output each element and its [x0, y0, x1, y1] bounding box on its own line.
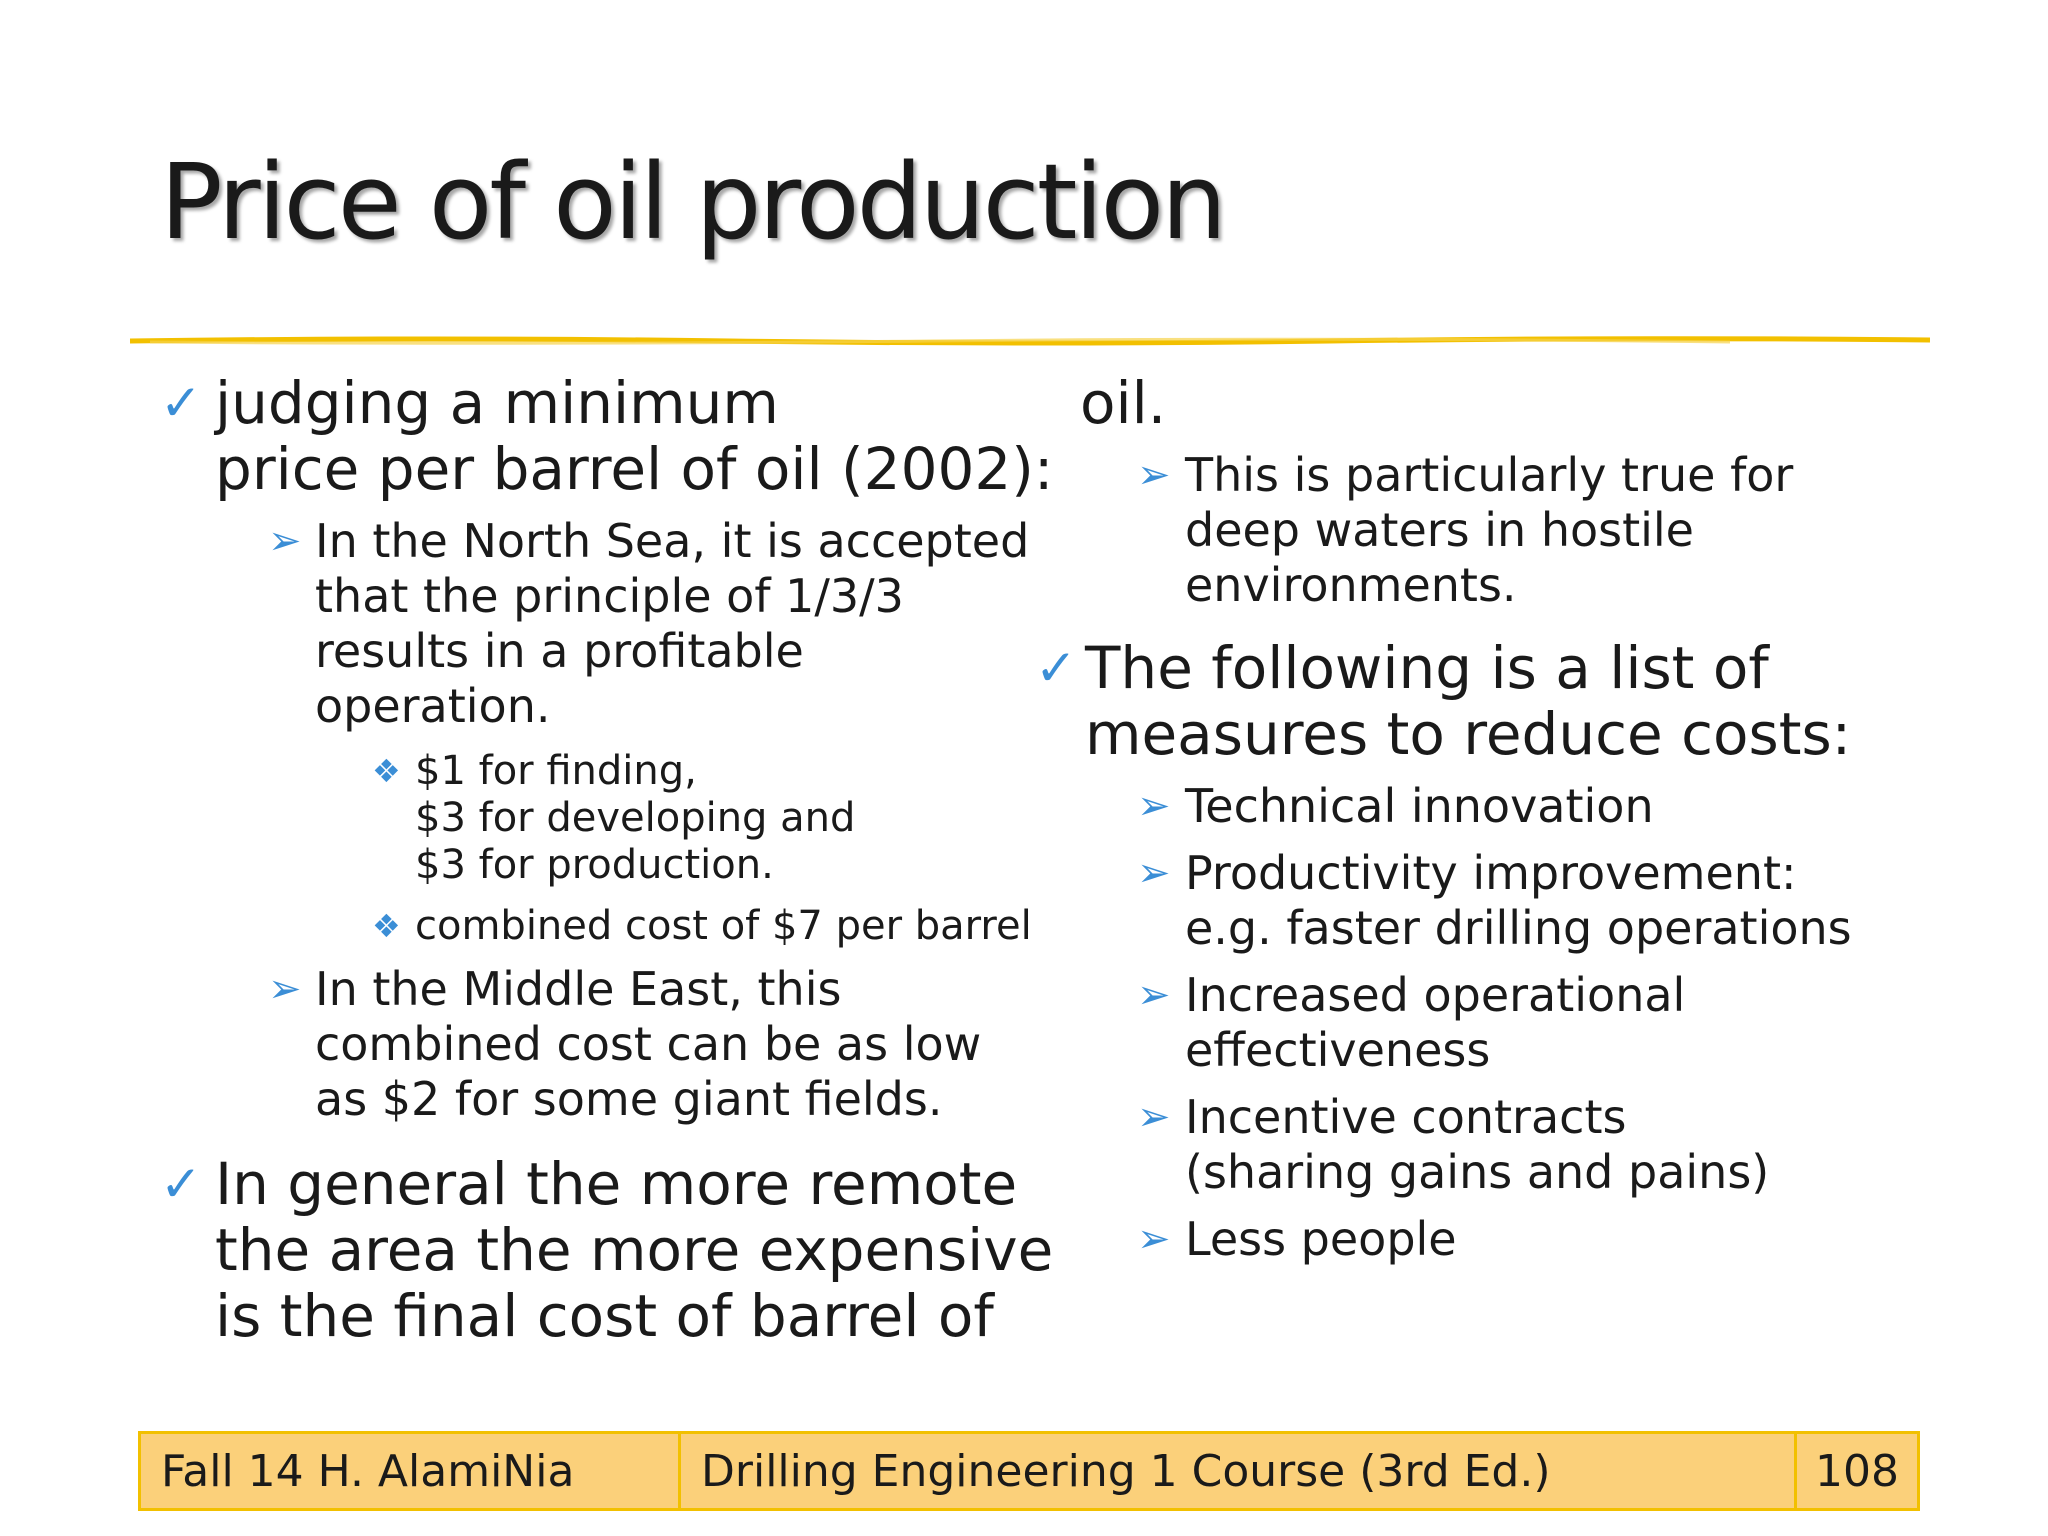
arrow-bullet-icon: ➢ — [268, 966, 302, 1012]
sub-bullet-middle-east: ➢ In the Middle East, this combined cost… — [268, 962, 982, 1126]
list-item-less-people: ➢ Less people — [1137, 1212, 1457, 1266]
page-number: 108 — [1815, 1445, 1899, 1497]
footer-author: Fall 14 H. AlamiNia — [141, 1434, 681, 1508]
title-underline — [130, 336, 1930, 346]
footer-course: Drilling Engineering 1 Course (3rd Ed.) — [681, 1434, 1797, 1508]
list-item-effectiveness: ➢ Increased operational effectiveness — [1137, 968, 1686, 1077]
footer-bar: Fall 14 H. AlamiNia Drilling Engineering… — [138, 1431, 1920, 1511]
arrow-bullet-icon: ➢ — [1137, 850, 1171, 896]
sub-bullet-deep-waters: ➢ This is particularly true for deep wat… — [1137, 448, 1794, 612]
sub-sub-bullet-combined: ❖ combined cost of $7 per barrel — [372, 903, 1032, 949]
continued-text: oil. — [1080, 369, 1167, 437]
checkmark-icon: ✓ — [160, 374, 202, 432]
list-item-incentive-contracts: ➢ Incentive contracts (sharing gains and… — [1137, 1090, 1770, 1199]
checkmark-icon: ✓ — [160, 1155, 202, 1213]
bullet-reduce-costs: ✓ The following is a list of measures to… — [1035, 634, 1852, 768]
list-item-technical-innovation: ➢ Technical innovation — [1137, 779, 1654, 833]
bullet-minimum-price: ✓ judging a minimum price per barrel of … — [160, 369, 1054, 503]
arrow-bullet-icon: ➢ — [1137, 972, 1171, 1018]
slide-title: Price of oil production — [160, 141, 1227, 263]
left-column: ✓ judging a minimum price per barrel of … — [160, 369, 1054, 1361]
arrow-bullet-icon: ➢ — [268, 518, 302, 564]
arrow-bullet-icon: ➢ — [1137, 452, 1171, 498]
diamond-cluster-icon: ❖ — [372, 907, 401, 945]
checkmark-icon: ✓ — [1035, 639, 1077, 697]
sub-bullet-north-sea: ➢ In the North Sea, it is accepted that … — [268, 514, 1030, 733]
right-column: oil. ➢ This is particularly true for dee… — [1035, 370, 1935, 1279]
list-item-productivity: ➢ Productivity improvement: e.g. faster … — [1137, 846, 1852, 955]
sub-sub-bullet-costs: ❖ $1 for finding, $3 for developing and … — [372, 748, 856, 888]
arrow-bullet-icon: ➢ — [1137, 783, 1171, 829]
arrow-bullet-icon: ➢ — [1137, 1216, 1171, 1262]
arrow-bullet-icon: ➢ — [1137, 1094, 1171, 1140]
bullet-remote-area: ✓ In general the more remote the area th… — [160, 1150, 1054, 1350]
diamond-cluster-icon: ❖ — [372, 752, 401, 790]
